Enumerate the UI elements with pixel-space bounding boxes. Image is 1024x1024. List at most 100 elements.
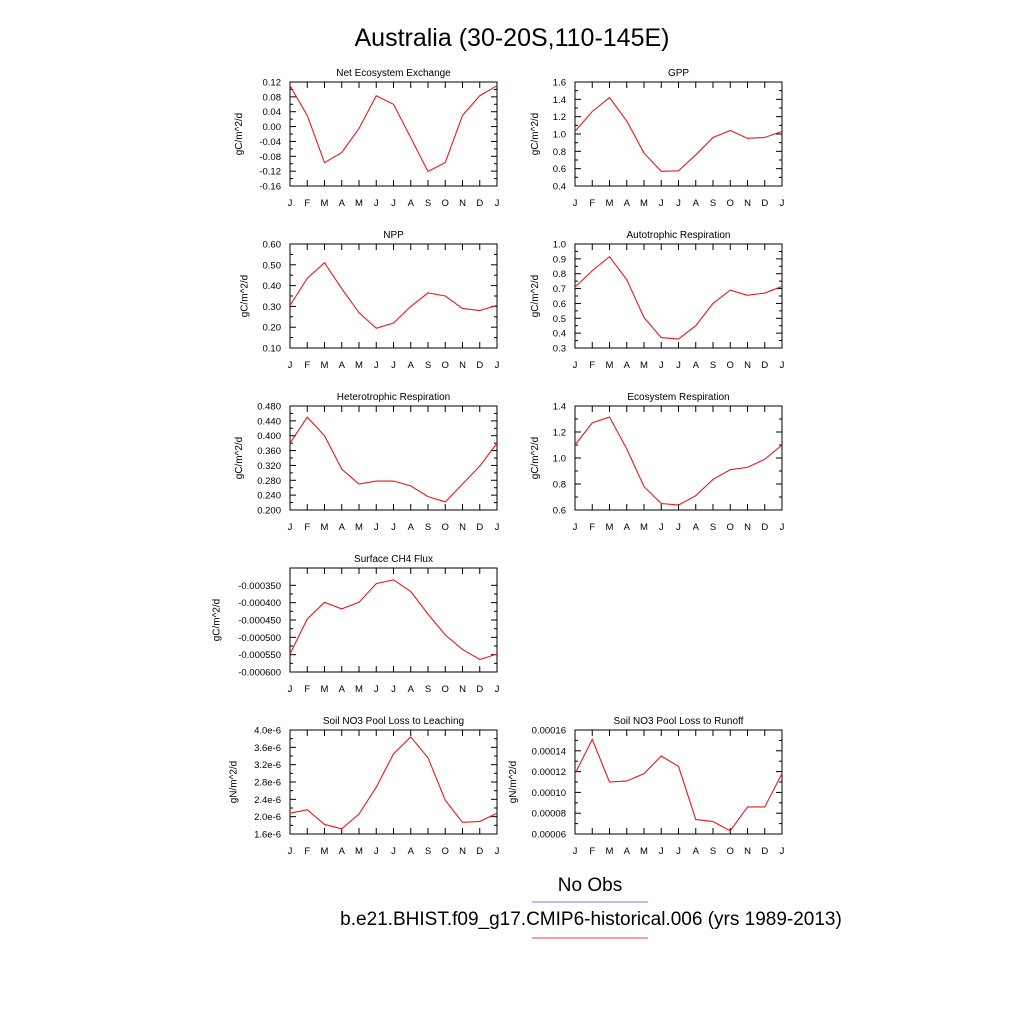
series-line [574, 255, 783, 340]
chart-title: Soil NO3 Pool Loss to Runoff [614, 716, 744, 727]
x-tick-label: A [339, 846, 346, 857]
y-tick-label: 0.00012 [532, 767, 566, 778]
x-tick-label: M [606, 522, 614, 533]
x-tick-label: M [640, 360, 648, 371]
y-tick-label: 0.360 [257, 446, 281, 457]
y-tick-label: -0.04 [259, 137, 281, 148]
plot-frame [574, 729, 783, 835]
x-tick-label: D [476, 684, 483, 695]
x-tick-label: S [425, 198, 431, 209]
x-tick-label: M [321, 684, 329, 695]
y-tick-label: 1.0 [553, 240, 566, 251]
x-tick-label: J [573, 522, 578, 533]
x-tick-label: S [425, 522, 431, 533]
y-tick-label: 0.04 [263, 107, 282, 118]
y-tick-label: 0.8 [553, 269, 566, 280]
x-tick-label: M [321, 198, 329, 209]
y-tick-label: -0.000500 [238, 633, 281, 644]
y-tick-label: 2.0e-6 [254, 812, 281, 823]
x-tick-label: S [425, 684, 431, 695]
x-tick-label: A [339, 684, 346, 695]
y-tick-label: 1.2 [553, 112, 566, 123]
x-tick-label: A [408, 360, 415, 371]
plot-frame [289, 243, 498, 349]
x-tick-label: A [693, 522, 700, 533]
chart-surface-ch4-flux: Surface CH4 Flux -0.000600 -0.000550 -0.000… [212, 554, 500, 695]
x-tick-label: D [476, 198, 483, 209]
chart-net-ecosystem-exchange: Net Ecosystem Exchange -0.16 -0.12 -0.08 -0.… [234, 68, 500, 209]
x-tick-label: O [442, 846, 449, 857]
x-tick-label: J [780, 846, 785, 857]
y-tick-label: 0.440 [257, 416, 281, 427]
x-tick-label: J [780, 522, 785, 533]
x-tick-label: A [693, 198, 700, 209]
x-tick-label: N [459, 684, 466, 695]
x-tick-label: F [304, 198, 310, 209]
series-line [574, 416, 783, 506]
x-tick-label: N [744, 846, 751, 857]
x-tick-label: S [710, 198, 716, 209]
y-axis-label: gN/m^2/d [228, 761, 239, 804]
y-tick-label: 0.12 [263, 78, 282, 89]
x-tick-label: J [391, 198, 396, 209]
x-tick-label: J [495, 198, 500, 209]
y-tick-label: 1.0 [553, 454, 566, 465]
y-tick-label: 1.4 [553, 95, 566, 106]
series-line [574, 738, 783, 832]
y-tick-label: 3.2e-6 [254, 760, 281, 771]
x-tick-label: M [355, 522, 363, 533]
x-tick-label: O [442, 198, 449, 209]
x-tick-label: S [710, 846, 716, 857]
y-tick-label: 0.400 [257, 431, 281, 442]
x-tick-label: D [761, 522, 768, 533]
plot-frame [289, 81, 498, 187]
y-tick-label: 0.6 [553, 506, 566, 517]
y-tick-label: 2.8e-6 [254, 778, 281, 789]
y-tick-label: 0.6 [553, 164, 566, 175]
chart-title: Surface CH4 Flux [354, 554, 433, 565]
x-tick-label: A [408, 684, 415, 695]
y-tick-label: 1.6 [553, 78, 566, 89]
y-tick-label: -0.000600 [238, 668, 281, 679]
x-tick-label: M [640, 522, 648, 533]
x-tick-label: F [304, 846, 310, 857]
x-tick-label: M [606, 846, 614, 857]
y-tick-label: -0.12 [259, 167, 281, 178]
x-tick-label: J [391, 846, 396, 857]
y-tick-label: 4.0e-6 [254, 726, 281, 737]
x-tick-label: F [589, 846, 595, 857]
x-tick-label: J [288, 522, 293, 533]
x-tick-label: A [693, 846, 700, 857]
x-tick-label: F [589, 198, 595, 209]
y-tick-label: 1.2 [553, 428, 566, 439]
legend-label-obs: No Obs [558, 875, 622, 896]
series-line [574, 96, 783, 172]
x-tick-label: J [659, 360, 664, 371]
y-tick-label: 0.40 [263, 281, 282, 292]
series-line [289, 261, 498, 329]
y-tick-label: 0.50 [263, 260, 282, 271]
y-tick-label: -0.08 [259, 152, 281, 163]
y-tick-label: 0.4 [553, 182, 566, 193]
x-tick-label: M [640, 846, 648, 857]
x-tick-label: O [727, 198, 734, 209]
y-axis-label: gC/m^2/d [234, 113, 245, 156]
x-tick-label: J [495, 360, 500, 371]
series-line [289, 416, 498, 503]
x-tick-label: J [573, 198, 578, 209]
y-axis-label: gC/m^2/d [530, 113, 541, 156]
x-tick-label: J [780, 360, 785, 371]
figure-legend: No Obs b.e21.BHIST.f09_g17.CMIP6-histori… [340, 875, 842, 939]
x-tick-label: J [374, 360, 379, 371]
x-tick-label: M [321, 360, 329, 371]
x-tick-label: N [459, 522, 466, 533]
y-axis-label: gC/m^2/d [530, 275, 541, 318]
y-tick-label: 0.8 [553, 480, 566, 491]
x-tick-label: A [624, 198, 631, 209]
x-tick-label: D [476, 846, 483, 857]
y-tick-label: 2.4e-6 [254, 795, 281, 806]
x-tick-label: J [659, 198, 664, 209]
y-axis-label: gN/m^2/d [508, 761, 519, 804]
